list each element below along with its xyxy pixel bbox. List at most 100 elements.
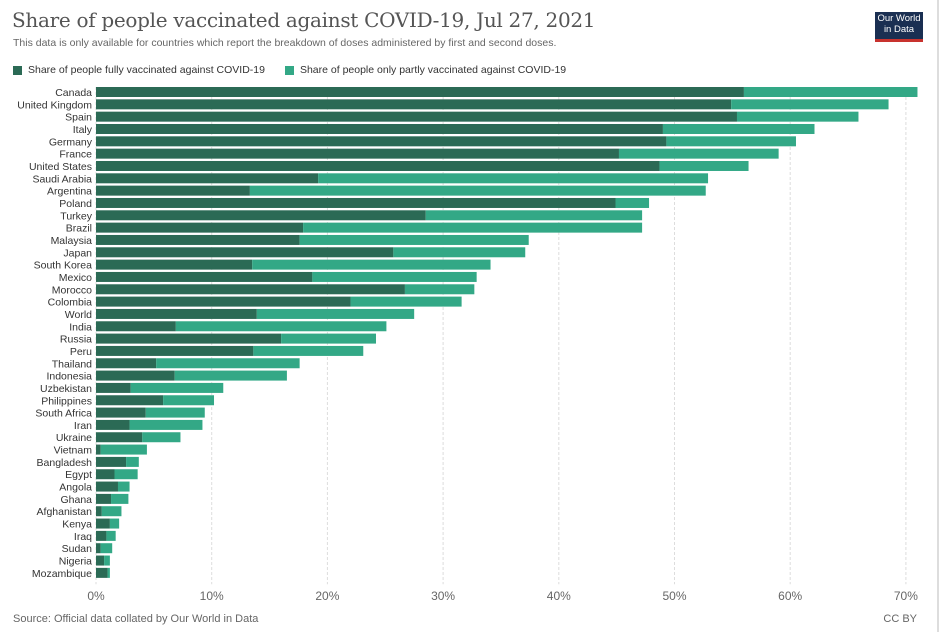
bar-row[interactable] — [96, 456, 139, 467]
bar-fully-vaccinated[interactable] — [96, 308, 257, 319]
country-label[interactable]: Sudan — [62, 543, 93, 555]
bar-row[interactable] — [96, 247, 526, 258]
bar-row[interactable] — [96, 234, 529, 245]
bar-row[interactable] — [96, 123, 815, 134]
country-label[interactable]: Nigeria — [59, 556, 92, 568]
bar-fully-vaccinated[interactable] — [96, 543, 101, 554]
bar-fully-vaccinated[interactable] — [96, 222, 304, 233]
bar-row[interactable] — [96, 493, 129, 504]
bar-fully-vaccinated[interactable] — [96, 123, 663, 134]
bar-partly-vaccinated[interactable] — [736, 111, 859, 122]
bar-row[interactable] — [96, 382, 224, 393]
bar-fully-vaccinated[interactable] — [96, 160, 660, 171]
country-label[interactable]: Canada — [55, 87, 92, 99]
bar-row[interactable] — [96, 321, 387, 332]
bar-row[interactable] — [96, 271, 477, 282]
bar-row[interactable] — [96, 543, 113, 554]
country-label[interactable]: Kenya — [62, 519, 92, 531]
bar-row[interactable] — [96, 111, 859, 122]
bar-partly-vaccinated[interactable] — [175, 321, 387, 332]
country-label[interactable]: Germany — [49, 136, 93, 148]
country-label[interactable]: Morocco — [52, 284, 92, 296]
bar-fully-vaccinated[interactable] — [96, 370, 175, 381]
bar-fully-vaccinated[interactable] — [96, 99, 732, 110]
bar-partly-vaccinated[interactable] — [117, 481, 130, 492]
bar-partly-vaccinated[interactable] — [393, 247, 526, 258]
bar-fully-vaccinated[interactable] — [96, 173, 319, 184]
bar-partly-vaccinated[interactable] — [100, 444, 147, 455]
country-label[interactable]: United Kingdom — [17, 99, 92, 111]
country-label[interactable]: Angola — [59, 482, 92, 494]
bar-partly-vaccinated[interactable] — [659, 160, 749, 171]
bar-row[interactable] — [96, 567, 110, 578]
bar-partly-vaccinated[interactable] — [100, 543, 113, 554]
bar-fully-vaccinated[interactable] — [96, 407, 146, 418]
country-label[interactable]: Turkey — [60, 210, 92, 222]
country-label[interactable]: Saudi Arabia — [32, 173, 92, 185]
country-label[interactable]: Thailand — [52, 358, 92, 370]
bar-partly-vaccinated[interactable] — [731, 99, 889, 110]
bar-row[interactable] — [96, 333, 376, 344]
bar-partly-vaccinated[interactable] — [109, 518, 120, 529]
bar-row[interactable] — [96, 173, 709, 184]
country-label[interactable]: Italy — [73, 124, 93, 136]
bar-row[interactable] — [96, 395, 215, 406]
bar-fully-vaccinated[interactable] — [96, 432, 143, 443]
country-label[interactable]: Afghanistan — [37, 506, 93, 518]
bar-row[interactable] — [96, 530, 116, 541]
owid-logo[interactable]: Our World in Data — [875, 12, 923, 42]
country-label[interactable]: France — [59, 149, 92, 161]
license-link[interactable]: CC BY — [883, 613, 917, 625]
bar-fully-vaccinated[interactable] — [96, 419, 130, 430]
country-label[interactable]: Philippines — [41, 395, 92, 407]
bar-row[interactable] — [96, 358, 300, 369]
bar-fully-vaccinated[interactable] — [96, 185, 250, 196]
bar-partly-vaccinated[interactable] — [253, 345, 364, 356]
country-label[interactable]: Mozambique — [32, 568, 92, 580]
bar-row[interactable] — [96, 555, 110, 566]
bar-fully-vaccinated[interactable] — [96, 345, 254, 356]
bar-partly-vaccinated[interactable] — [743, 87, 918, 97]
bar-fully-vaccinated[interactable] — [96, 456, 127, 467]
bar-fully-vaccinated[interactable] — [96, 530, 107, 541]
bar-fully-vaccinated[interactable] — [96, 567, 108, 578]
bar-partly-vaccinated[interactable] — [281, 333, 376, 344]
country-label[interactable]: United States — [29, 161, 92, 173]
bar-fully-vaccinated[interactable] — [96, 493, 112, 504]
bar-partly-vaccinated[interactable] — [114, 469, 138, 480]
bar-row[interactable] — [96, 197, 650, 208]
bar-fully-vaccinated[interactable] — [96, 271, 313, 282]
bar-partly-vaccinated[interactable] — [107, 567, 110, 578]
bar-row[interactable] — [96, 419, 203, 430]
bar-row[interactable] — [96, 259, 491, 270]
bar-fully-vaccinated[interactable] — [96, 395, 164, 406]
bar-fully-vaccinated[interactable] — [96, 481, 118, 492]
bar-partly-vaccinated[interactable] — [312, 271, 477, 282]
country-label[interactable]: South Africa — [35, 408, 92, 420]
bar-row[interactable] — [96, 222, 643, 233]
bar-partly-vaccinated[interactable] — [106, 530, 116, 541]
bar-partly-vaccinated[interactable] — [252, 259, 491, 270]
bar-row[interactable] — [96, 185, 706, 196]
bar-partly-vaccinated[interactable] — [249, 185, 706, 196]
country-label[interactable]: Peru — [70, 346, 92, 358]
country-label[interactable]: Colombia — [48, 297, 93, 309]
bar-row[interactable] — [96, 308, 415, 319]
bar-row[interactable] — [96, 284, 475, 295]
bar-fully-vaccinated[interactable] — [96, 87, 744, 97]
bar-partly-vaccinated[interactable] — [101, 506, 122, 517]
bar-fully-vaccinated[interactable] — [96, 555, 105, 566]
bar-fully-vaccinated[interactable] — [96, 333, 282, 344]
bar-row[interactable] — [96, 518, 120, 529]
bar-row[interactable] — [96, 407, 205, 418]
legend-item-fully[interactable]: Share of people fully vaccinated against… — [13, 64, 265, 76]
bar-partly-vaccinated[interactable] — [129, 419, 203, 430]
country-label[interactable]: World — [65, 309, 92, 321]
country-label[interactable]: Russia — [60, 334, 92, 346]
bar-partly-vaccinated[interactable] — [142, 432, 181, 443]
bar-partly-vaccinated[interactable] — [404, 284, 475, 295]
country-label[interactable]: Ghana — [60, 494, 92, 506]
bar-fully-vaccinated[interactable] — [96, 111, 737, 122]
bar-row[interactable] — [96, 506, 122, 517]
bar-partly-vaccinated[interactable] — [111, 493, 129, 504]
